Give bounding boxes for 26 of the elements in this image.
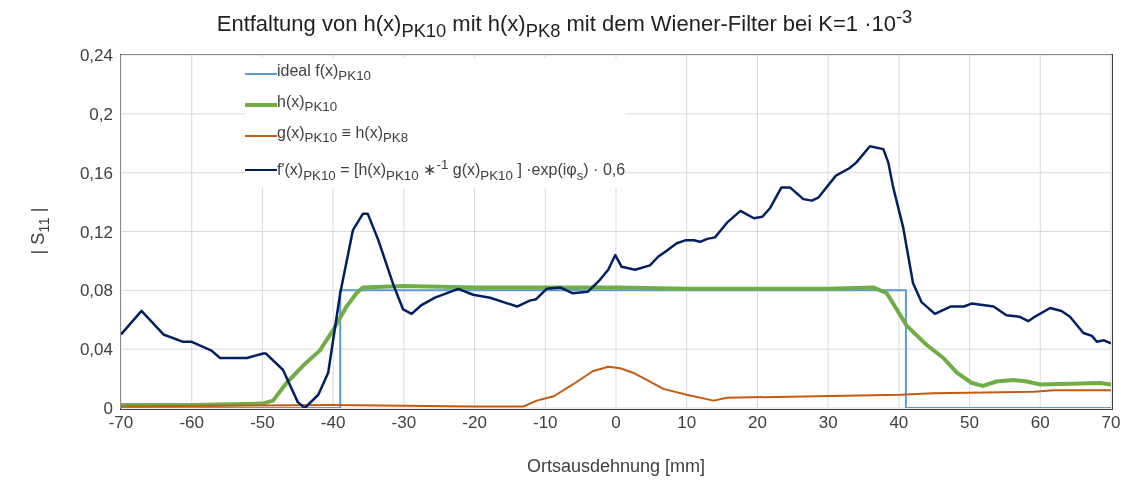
y-tick-label: 0,16 <box>79 163 113 183</box>
y-tick-label: 0,08 <box>79 281 113 301</box>
y-tick-label: 0,24 <box>79 46 113 66</box>
x-tick-label: 40 <box>889 413 909 433</box>
chart-title: Entfaltung von h(x)$_{PK10}$ mit h(x)$_{PK8}$ mit dem Wiener-Filter bei K=1 ·10$^{-3}$ <box>215 6 914 42</box>
y-tick-label: 0,2 <box>89 104 113 124</box>
x-tick-label: 30 <box>818 413 838 433</box>
x-tick-label: -20 <box>462 413 487 433</box>
text: f'(x)$_{PK10}$ = [h(x)$_{PK10}$ ∗$^{-1}$ g(x)$_{PK10}$ ] ·exp(iφ$_{s}$) · 0,6 <box>277 156 626 183</box>
x-tick-label: -50 <box>250 413 275 433</box>
x-tick-label: 0 <box>611 413 621 433</box>
x-tick-label: -30 <box>391 413 417 433</box>
x-tick-label: -40 <box>320 413 346 433</box>
y-tick-label: 0,04 <box>79 340 113 360</box>
x-tick-label: -10 <box>533 413 558 433</box>
x-tick-label: 60 <box>1030 413 1050 433</box>
legend-label: ideal f(x)$_{PK10}$ <box>277 61 371 86</box>
x-axis-title: Ortsausdehnung [mm] <box>525 456 707 477</box>
x-tick-label: -60 <box>179 413 204 433</box>
x-tick-label: 20 <box>747 413 767 433</box>
y-tick-label: 0,12 <box>79 222 113 242</box>
x-tick-label: 10 <box>677 413 697 433</box>
x-tick-label: 70 <box>1101 413 1121 433</box>
legend-label: g(x)$_{PK10}$ ≡ h(x)$_{PK8}$ <box>277 123 409 148</box>
x-tick-label: 50 <box>960 413 980 433</box>
legend-label: h(x)$_{PK10}$ <box>277 92 338 117</box>
